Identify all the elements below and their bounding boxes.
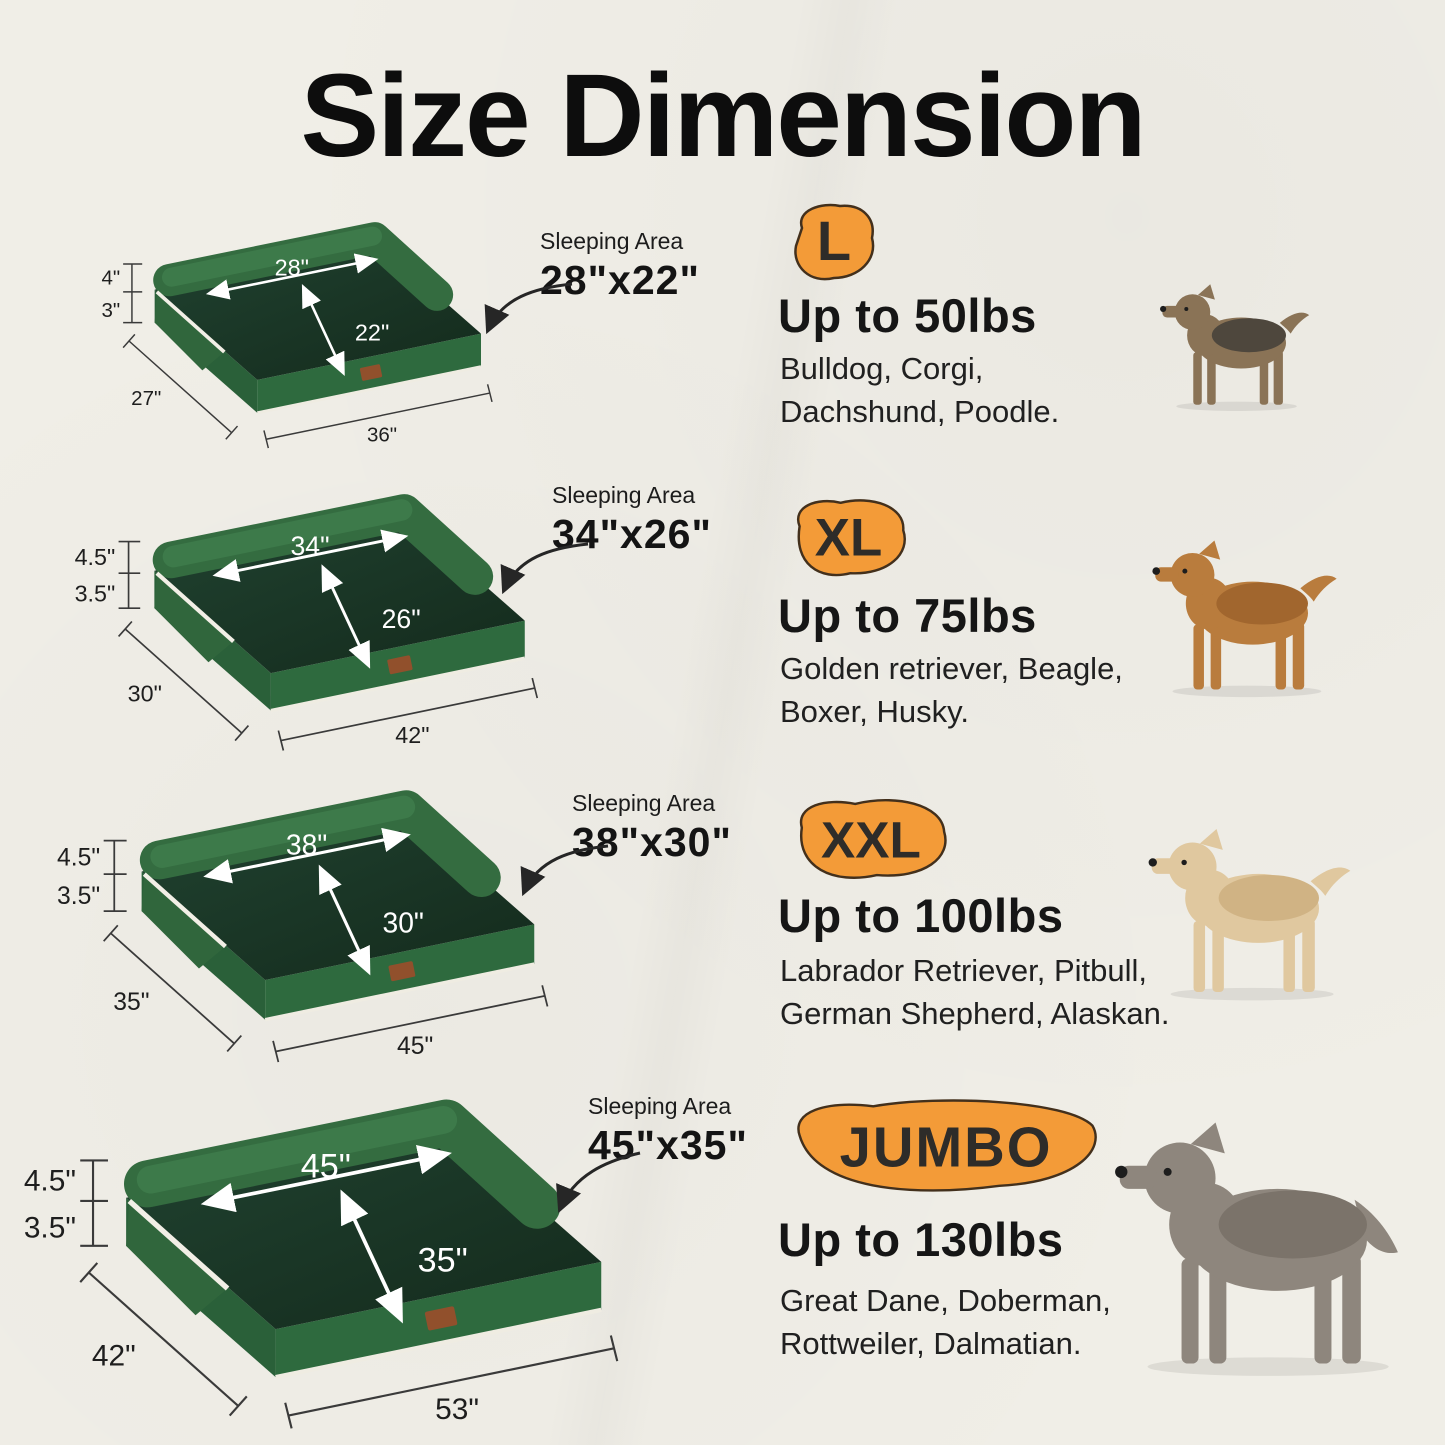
sleeping-area-label: Sleeping Area	[540, 228, 684, 254]
bed-height-upper-label: 4"	[101, 267, 120, 290]
sleeping-area-arrow-icon	[520, 844, 609, 897]
svg-text:3.5": 3.5"	[75, 581, 115, 607]
svg-text:35": 35"	[418, 1241, 468, 1279]
bed-illustration-xxl: 38" 30" 4.5" 3.5" 35" 45"	[57, 790, 549, 1063]
svg-text:3.5": 3.5"	[24, 1211, 76, 1244]
sleeping-area-label: Sleeping Area	[572, 790, 716, 816]
svg-text:4.5": 4.5"	[24, 1164, 76, 1197]
svg-text:45": 45"	[397, 1033, 433, 1060]
weight-capacity: Up to 130lbs	[778, 1213, 1064, 1266]
badge-blob	[794, 203, 875, 281]
svg-text:4.5": 4.5"	[57, 844, 100, 871]
weight-capacity: Up to 100lbs	[778, 889, 1064, 942]
sleeping-area-arrow-icon	[556, 1151, 641, 1214]
sleeping-area-note: Sleeping Area 34"x26"	[500, 482, 772, 595]
sleeping-area-note: Sleeping Area 28"x22"	[484, 228, 760, 335]
bed-illustration-jumbo: 45" 35" 4.5" 3.5" 42" 53"	[24, 1099, 619, 1429]
bed-top-depth-label: 22"	[355, 319, 389, 345]
svg-text:30": 30"	[383, 906, 424, 938]
breed-list: Great Dane, Doberman, Rottweiler, Dalmat…	[780, 1283, 1111, 1361]
sleeping-area-note: Sleeping Area 45"x35"	[556, 1093, 808, 1214]
depth-arrow	[301, 283, 345, 377]
size-badge-label: XL	[815, 509, 882, 568]
dog-photo-labrador-retriever	[1148, 828, 1351, 1001]
svg-text:35": 35"	[113, 989, 149, 1016]
size-badge-label: L	[817, 209, 851, 272]
svg-text:53": 53"	[435, 1393, 479, 1426]
dog-photo-golden-retriever	[1152, 540, 1337, 698]
svg-text:42": 42"	[92, 1339, 136, 1372]
size-badge-label: JUMBO	[840, 1115, 1053, 1178]
bed-top-depth-label: 26"	[382, 604, 421, 634]
bed-brand-tag	[359, 364, 383, 381]
svg-text:38": 38"	[286, 829, 327, 861]
size-badge-jumbo: JUMBO	[786, 1092, 1106, 1207]
sleeping-area-arrow-icon	[500, 542, 589, 595]
breed-list: Labrador Retriever, Pitbull, German Shep…	[780, 953, 1170, 1031]
badge-blob	[799, 798, 947, 879]
sleeping-area-size: 34"x26"	[552, 511, 712, 557]
size-badge-label: XXL	[821, 810, 921, 868]
bed-side-label: 27"	[131, 387, 161, 410]
weight-capacity: Up to 50lbs	[778, 289, 1037, 342]
page-title: Size Dimension	[300, 50, 1146, 182]
sleeping-area-label: Sleeping Area	[552, 482, 696, 508]
sleeping-area-size: 38"x30"	[572, 819, 732, 865]
size-badge-xl: XL	[782, 492, 914, 589]
bed-illustration-l: 28" 22" 4" 3" 27" 36"	[101, 222, 493, 449]
badge-blob	[796, 499, 906, 577]
bed-top-width-label: 34"	[290, 531, 329, 561]
svg-text:3.5": 3.5"	[57, 883, 100, 910]
bed-piping	[155, 290, 226, 354]
width-arrow	[205, 253, 379, 300]
svg-text:42": 42"	[395, 722, 429, 748]
dog-photo-great-dane	[1115, 1122, 1398, 1376]
bed-illustration-xl: 34" 26" 4.5" 3.5" 30" 42"	[75, 494, 539, 751]
size-badge-xxl: XXL	[786, 792, 954, 892]
sleeping-area-note: Sleeping Area 38"x30"	[520, 790, 792, 897]
svg-text:4.5": 4.5"	[75, 544, 115, 570]
bed-height-lower-label: 3"	[101, 299, 120, 322]
breed-list: Bulldog, Corgi, Dachshund, Poodle.	[780, 351, 1060, 429]
bed-wedge-pillow	[154, 291, 225, 371]
breed-list: Golden retriever, Beagle, Boxer, Husky.	[780, 651, 1123, 729]
sleeping-area-arrow-icon	[484, 282, 573, 335]
svg-text:45": 45"	[301, 1147, 351, 1185]
badge-blob	[797, 1099, 1097, 1192]
weight-capacity: Up to 75lbs	[778, 589, 1037, 642]
size-badge-l: L	[782, 198, 882, 291]
sleeping-area-label: Sleeping Area	[588, 1093, 732, 1119]
bed-top-width-label: 28"	[275, 255, 309, 281]
bed-front-label: 36"	[367, 423, 397, 446]
sleeping-area-size: 28"x22"	[540, 257, 700, 303]
svg-text:30": 30"	[128, 680, 162, 706]
dog-photo-yorkshire-terrier	[1160, 284, 1310, 411]
